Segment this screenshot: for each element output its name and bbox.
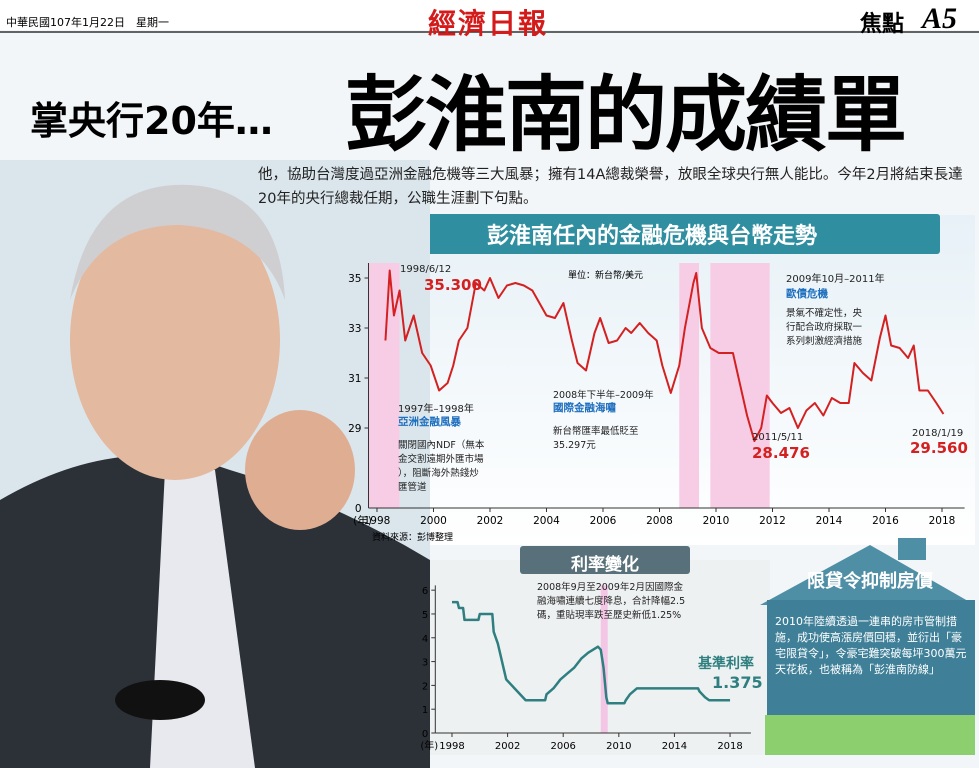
- series-line: [384, 269, 945, 443]
- annotation: 1997年–1998年: [398, 402, 474, 415]
- annotation: 2009年10月–2011年: [786, 272, 885, 285]
- x-tick-label: 2006: [590, 515, 617, 527]
- photo-hair: [70, 184, 285, 300]
- annotation: 國際金融海嘯: [553, 401, 616, 414]
- annotation: 關閉國內NDF（無本: [398, 439, 485, 451]
- chart-title: 利率變化: [571, 555, 639, 575]
- y-tick-label: 0: [422, 729, 428, 740]
- annotation: 歐債危機: [786, 287, 828, 300]
- annotation: 2008年下半年–2009年: [553, 389, 654, 401]
- annotation: ），阻斷海外熱錢炒: [398, 467, 479, 479]
- chart-panel: [340, 215, 975, 545]
- source: 資料來源：彭博整理: [372, 531, 453, 543]
- intro: 他，協助台灣度過亞洲金融危機等三大風暴；擁有14A總裁榮譽，放眼全球央行無人能比…: [258, 167, 963, 207]
- y-tick-label: 2: [422, 681, 428, 692]
- annotation: 系列刺激經濟措施: [786, 335, 863, 347]
- rate-panel: [425, 560, 770, 755]
- y-tick-label: 5: [422, 610, 428, 621]
- x-axis-label: (年): [353, 514, 372, 527]
- annotation: 28.476: [752, 444, 810, 462]
- x-tick-label: 1998: [364, 515, 391, 527]
- x-tick-label: 2016: [872, 515, 899, 527]
- y-tick-label: 31: [348, 373, 361, 385]
- y-break-label: 0: [355, 503, 362, 515]
- series-line: [451, 600, 731, 705]
- x-tick-label: 1998: [439, 741, 464, 752]
- x-tick-label: 2010: [703, 515, 730, 527]
- x-tick-label: 2012: [759, 515, 786, 527]
- annotation: 1998/6/12: [400, 264, 451, 275]
- photo-face: [70, 200, 280, 480]
- y-tick-label: 33: [348, 323, 361, 335]
- page-number: A5: [922, 2, 958, 35]
- y-tick-label: 6: [422, 586, 428, 597]
- x-tick-label: 2018: [929, 515, 956, 527]
- sidebar-title: 限貸令抑制房價: [807, 571, 933, 592]
- x-tick-label: 2014: [662, 741, 687, 752]
- annotation: 碼，重貼現率跌至歷史新低1.25%: [537, 609, 681, 621]
- kicker: 掌央行20年…: [30, 99, 273, 143]
- unit-note: 單位：新台幣/美元: [568, 269, 643, 281]
- x-tick-label: 2008: [646, 515, 673, 527]
- sidebar-body: 2010年陸續透過一連串的房市管制措施，成功使高漲房價回穩，並衍出「豪宅限貸令」…: [775, 615, 967, 676]
- x-tick-label: 2000: [420, 515, 447, 527]
- annotation: 35.297元: [553, 440, 596, 451]
- section: 焦點: [860, 11, 905, 37]
- annotation: 29.560: [910, 439, 968, 457]
- annotation: 1.375: [712, 673, 763, 692]
- annotation: 新台幣匯率最低貶至: [553, 425, 639, 437]
- y-tick-label: 35: [348, 273, 361, 285]
- shaded-period: [368, 263, 400, 508]
- x-tick-label: 2018: [717, 741, 742, 752]
- y-tick-label: 3: [422, 658, 428, 669]
- y-tick-label: 1: [422, 705, 428, 716]
- annotation: 亞洲金融風暴: [398, 415, 461, 428]
- photo-microphone: [115, 680, 205, 720]
- annotation: 匯管道: [398, 481, 427, 493]
- x-tick-label: 2010: [606, 741, 631, 752]
- x-tick-label: 2002: [477, 515, 504, 527]
- shaded-period: [679, 263, 700, 508]
- annotation: 景氣不確定性，央: [786, 307, 863, 319]
- x-axis-label: (年): [420, 739, 438, 752]
- annotation: 2011/5/11: [752, 432, 803, 443]
- date: 中華民國107年1月22日 星期一: [6, 16, 169, 29]
- shaded-period: [600, 585, 608, 733]
- annotation: 基準利率: [698, 655, 754, 672]
- annotation: 35.300: [424, 276, 482, 294]
- house-roof: [760, 545, 975, 605]
- masthead: 經濟日報: [428, 7, 549, 40]
- y-tick-label: 29: [348, 423, 361, 435]
- lawn: [765, 715, 975, 755]
- headline: 彭淮南的成績單: [345, 67, 907, 163]
- x-tick-label: 2014: [816, 515, 843, 527]
- chart-title-bar: [360, 214, 940, 254]
- house-chimney: [898, 538, 926, 560]
- annotation: 行配合政府採取一: [786, 321, 863, 333]
- annotation: 2018/1/19: [912, 428, 963, 439]
- photo-hand: [245, 410, 355, 530]
- chart-title: 彭淮南任內的金融危機與台幣走勢: [486, 224, 817, 249]
- x-tick-label: 2004: [533, 515, 560, 527]
- rate-title-bar: [520, 546, 690, 574]
- y-tick-label: 4: [422, 634, 428, 645]
- x-tick-label: 2002: [495, 741, 520, 752]
- annotation: 2008年9月至2009年2月因國際金: [537, 581, 683, 593]
- annotation: 金交割遠期外匯市場: [398, 453, 484, 465]
- annotation: 融海嘯連續七度降息，合計降幅2.5: [537, 595, 685, 607]
- x-tick-label: 2006: [550, 741, 575, 752]
